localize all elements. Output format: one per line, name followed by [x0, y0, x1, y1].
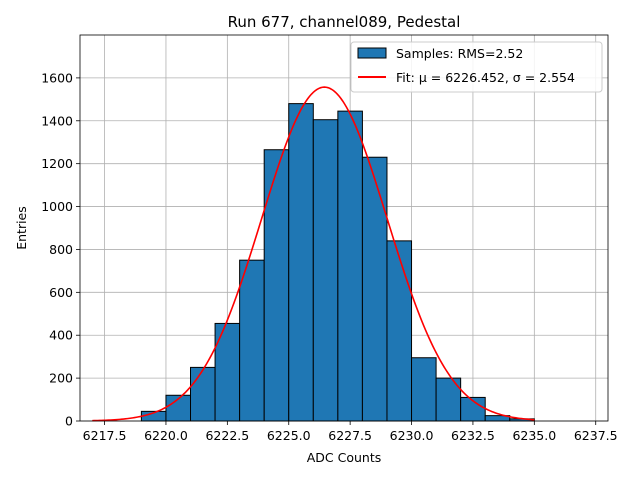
legend: Samples: RMS=2.52 Fit: μ = 6226.452, σ =… [350, 41, 603, 93]
y-tick-label: 800 [49, 242, 73, 257]
x-tick-label: 6220.0 [144, 428, 188, 443]
x-tick-label: 6222.5 [205, 428, 249, 443]
y-tick-label: 1400 [41, 113, 73, 128]
legend-box [350, 41, 603, 93]
x-tick-label: 6225.0 [267, 428, 311, 443]
histogram-bar [288, 103, 314, 422]
histogram-bar [263, 149, 290, 422]
histogram-bar [239, 259, 265, 422]
histogram-bars [140, 103, 535, 422]
x-tick-label: 6230.0 [390, 428, 434, 443]
x-tick-label: 6235.0 [512, 428, 556, 443]
histogram-bar [361, 156, 388, 422]
y-tick-label: 400 [49, 328, 73, 343]
y-tick-label: 1000 [41, 199, 73, 214]
y-tick-label: 1600 [41, 70, 73, 85]
histogram-bar [214, 322, 241, 422]
y-tick-label: 1200 [41, 156, 73, 171]
histogram-bar [337, 110, 363, 422]
y-axis-label: Entries [14, 206, 29, 250]
x-axis-label: ADC Counts [307, 450, 382, 465]
y-tick-label: 200 [49, 371, 73, 386]
histogram-bar [386, 240, 413, 422]
histogram-bar [190, 366, 216, 422]
x-tick-label: 6227.5 [328, 428, 372, 443]
axes-frame [79, 34, 609, 422]
legend-histogram-label: Samples: RMS=2.52 [396, 46, 523, 61]
y-tick-label: 600 [49, 285, 73, 300]
x-tick-label: 6232.5 [451, 428, 495, 443]
x-tick-label: 6217.5 [83, 428, 127, 443]
histogram-bar [312, 119, 339, 422]
y-axis-ticks: 0 200 400 600 800 1000 1200 1400 1600 [41, 70, 80, 429]
x-axis-ticks: 6217.5 6220.0 6222.5 6225.0 6227.5 6230.0 6232… [83, 421, 618, 443]
chart-title: Run 677, channel089, Pedestal [228, 13, 461, 31]
x-tick-label: 6237.5 [574, 428, 618, 443]
histogram-bar [411, 357, 437, 422]
fit-curve-layer [92, 86, 535, 422]
legend-fit-label: Fit: μ = 6226.452, σ = 2.554 [396, 70, 575, 85]
y-tick-label: 0 [65, 414, 73, 429]
fit-curve [92, 86, 535, 422]
legend-histogram-swatch [357, 47, 387, 59]
